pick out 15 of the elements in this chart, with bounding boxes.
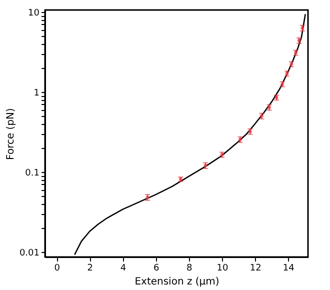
y-tick-label: 10	[28, 8, 40, 19]
x-tick-label: 12	[250, 264, 262, 274]
x-tick-label: 10	[216, 264, 228, 274]
x-tick-label: 4	[120, 264, 126, 274]
line-series	[74, 14, 306, 256]
x-tick-label: 8	[186, 264, 193, 274]
x-axis-title: Extension z (μm)	[134, 276, 220, 288]
x-tick-label: 14	[282, 264, 295, 274]
x-tick-label: 2	[87, 264, 94, 274]
y-axis-title: Force (pN)	[5, 108, 16, 160]
y-tick-label: 0.01	[19, 248, 40, 258]
y-tick-label: 0.1	[25, 168, 40, 178]
x-tick-label: 6	[153, 264, 160, 274]
x-tick-label: 0	[54, 264, 60, 274]
y-tick-label: 1	[34, 88, 40, 98]
